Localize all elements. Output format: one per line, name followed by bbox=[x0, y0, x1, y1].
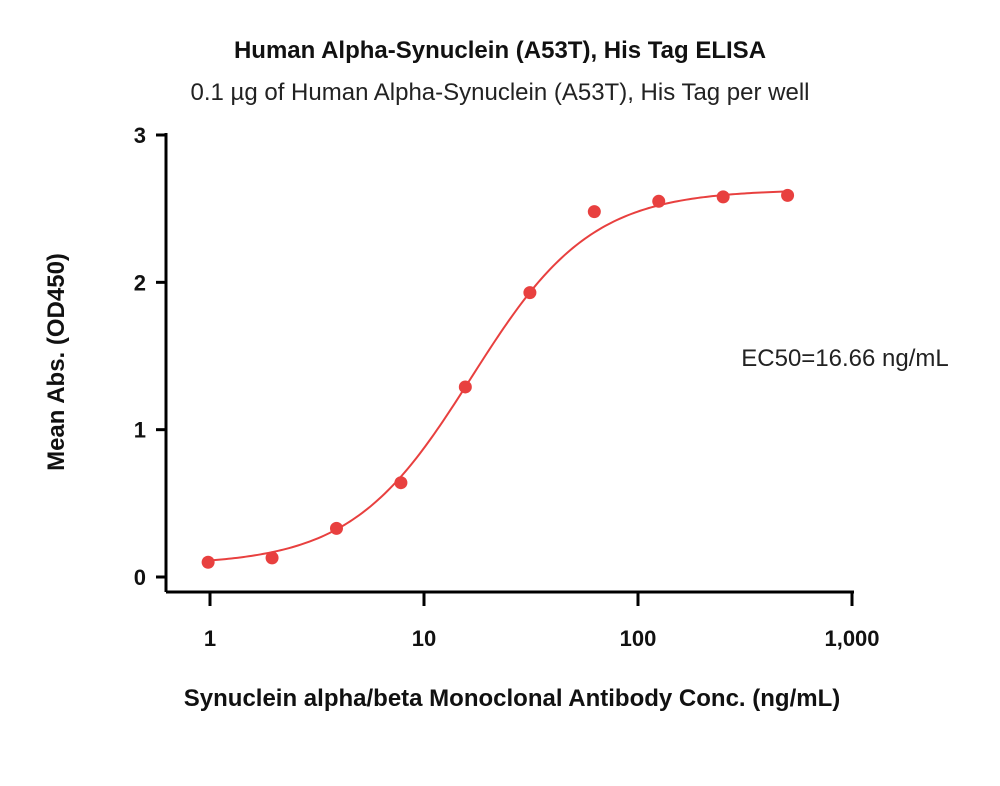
x-tick-label: 100 bbox=[620, 626, 657, 651]
data-point bbox=[587, 205, 601, 219]
data-point bbox=[781, 188, 795, 202]
data-point bbox=[652, 194, 666, 208]
data-point bbox=[716, 190, 730, 204]
axes bbox=[164, 133, 854, 594]
y-tick-label: 1 bbox=[134, 418, 146, 443]
y-tick-label: 0 bbox=[134, 565, 146, 590]
x-tick-label: 1,000 bbox=[824, 626, 879, 651]
x-tick-label: 10 bbox=[412, 626, 436, 651]
y-tick-label: 2 bbox=[134, 270, 146, 295]
chart-title: Human Alpha-Synuclein (A53T), His Tag EL… bbox=[234, 37, 766, 64]
y-ticks: 0 1 2 3 bbox=[134, 123, 166, 590]
y-axis-label: Mean Abs. (OD450) bbox=[43, 253, 70, 471]
data-point bbox=[265, 551, 279, 565]
fit-curve bbox=[208, 190, 788, 562]
x-ticks: 1 10 100 1,000 bbox=[204, 592, 880, 651]
data-point bbox=[523, 286, 537, 300]
ec50-annotation: EC50=16.66 ng/mL bbox=[741, 345, 948, 372]
y-tick-label: 3 bbox=[134, 123, 146, 148]
x-axis-label: Synuclein alpha/beta Monoclonal Antibody… bbox=[184, 685, 840, 712]
data-point bbox=[329, 521, 343, 535]
data-point bbox=[394, 476, 408, 490]
data-point bbox=[458, 380, 472, 394]
x-tick-label: 1 bbox=[204, 626, 216, 651]
data-points bbox=[201, 188, 795, 569]
chart-subtitle: 0.1 µg of Human Alpha-Synuclein (A53T), … bbox=[190, 79, 809, 106]
data-point bbox=[201, 555, 215, 569]
